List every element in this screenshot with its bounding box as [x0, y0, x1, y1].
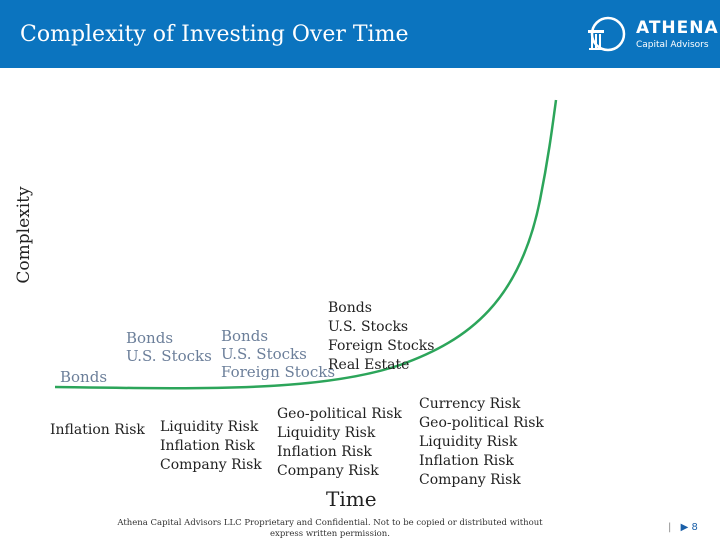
investment-label: U.S. Stocks	[328, 319, 409, 335]
risk-label: Company Risk	[419, 472, 521, 488]
risk-label: Inflation Risk	[419, 453, 514, 469]
stage-3-risks: Geo-political Risk Liquidity Risk Inflat…	[277, 405, 402, 481]
investment-label: Foreign Stocks	[221, 363, 336, 381]
investment-label: Real Estate	[328, 357, 410, 373]
disclaimer-line-1: Athena Capital Advisors LLC Proprietary …	[117, 518, 543, 528]
growth-curve-line	[54, 99, 558, 390]
investment-label: U.S. Stocks	[126, 347, 212, 365]
risk-label: Liquidity Risk	[277, 425, 376, 441]
slide-title: Complexity of Investing Over Time	[20, 22, 409, 47]
risk-label: Company Risk	[160, 457, 262, 473]
play-arrow-icon: ▶	[680, 522, 689, 533]
stage-1-investments: Bonds	[60, 368, 107, 386]
stage-3-investments: Bonds U.S. Stocks Foreign Stocks	[221, 327, 335, 381]
risk-label: Inflation Risk	[50, 422, 145, 438]
risk-label: Inflation Risk	[277, 444, 372, 460]
stage-2-investments: Bonds U.S. Stocks	[126, 329, 212, 365]
logo-subtitle: Capital Advisors	[636, 40, 709, 50]
column-emblem-icon	[588, 16, 626, 52]
risk-label: Liquidity Risk	[419, 434, 518, 450]
header-bar: Complexity of Investing Over Time ATHENA…	[0, 0, 720, 68]
investment-label: Bonds	[60, 368, 108, 386]
stage-2-risks: Liquidity Risk Inflation Risk Company Ri…	[160, 418, 262, 475]
stage-4-risks: Currency Risk Geo-political Risk Liquidi…	[419, 395, 544, 490]
page-indicator: | ▶ 8	[668, 522, 698, 533]
disclaimer-line-2: express written permission.	[270, 529, 390, 539]
investment-label: U.S. Stocks	[221, 345, 307, 363]
investment-label: Foreign Stocks	[328, 338, 435, 354]
stage-1-risks: Inflation Risk	[50, 421, 145, 440]
risk-label: Geo-political Risk	[277, 406, 402, 422]
x-axis-label: Time	[326, 487, 377, 511]
investment-label: Bonds	[328, 300, 372, 316]
page-number: 8	[691, 522, 698, 533]
athena-logo: ATHENA Capital Advisors	[586, 16, 718, 56]
investment-label: Bonds	[126, 329, 174, 347]
investment-label: Bonds	[221, 327, 269, 345]
risk-label: Inflation Risk	[160, 438, 255, 454]
risk-label: Liquidity Risk	[160, 419, 259, 435]
risk-label: Company Risk	[277, 463, 379, 479]
risk-label: Currency Risk	[419, 396, 521, 412]
divider: |	[668, 522, 672, 533]
logo-name: ATHENA	[636, 18, 719, 38]
stage-4-investments: Bonds U.S. Stocks Foreign Stocks Real Es…	[328, 299, 434, 375]
footer-disclaimer: Athena Capital Advisors LLC Proprietary …	[110, 518, 550, 540]
risk-label: Geo-political Risk	[419, 415, 544, 431]
